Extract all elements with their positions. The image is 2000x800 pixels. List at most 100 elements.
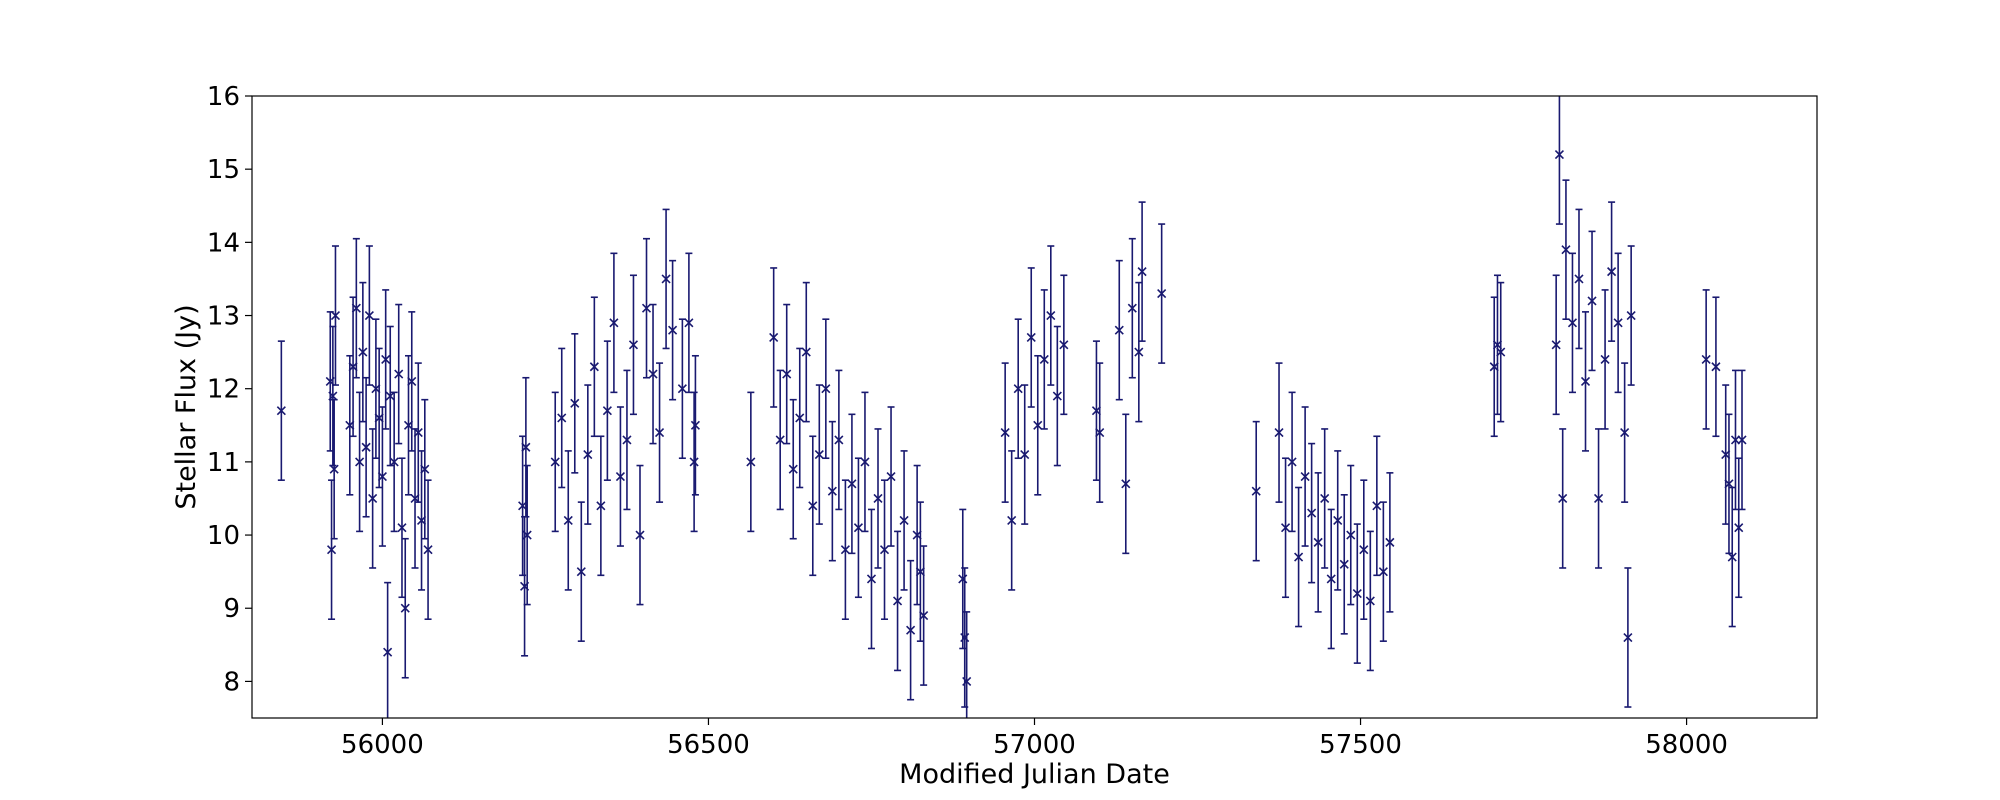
x-marker xyxy=(1574,274,1584,284)
data-point xyxy=(1039,289,1049,430)
data-point xyxy=(654,362,665,503)
x-marker xyxy=(1052,391,1062,401)
x-marker xyxy=(1385,537,1395,547)
x-marker xyxy=(1000,428,1010,438)
data-point xyxy=(394,303,404,445)
x-marker xyxy=(1372,501,1382,511)
x-marker xyxy=(1554,149,1564,160)
data-point xyxy=(1137,201,1147,342)
data-point xyxy=(563,450,573,591)
data-point xyxy=(1287,391,1297,533)
x-marker xyxy=(1137,267,1147,277)
data-point xyxy=(1372,435,1382,577)
data-point xyxy=(1600,289,1610,430)
data-point xyxy=(1737,369,1747,511)
data-point xyxy=(416,450,427,591)
x-marker xyxy=(689,457,699,467)
data-point xyxy=(782,303,792,445)
data-point xyxy=(1333,450,1343,591)
data-point xyxy=(1580,311,1591,452)
x-marker xyxy=(1600,354,1610,365)
x-marker xyxy=(383,647,393,657)
data-point xyxy=(892,530,903,672)
x-marker xyxy=(1339,559,1349,569)
data-point xyxy=(522,464,532,606)
data-point xyxy=(899,450,909,591)
data-point xyxy=(1567,252,1578,394)
x-marker xyxy=(782,369,792,379)
x-marker xyxy=(1724,479,1734,489)
x-marker xyxy=(521,442,531,452)
x-marker xyxy=(1280,523,1291,533)
data-point xyxy=(635,464,645,606)
x-marker xyxy=(1701,354,1711,365)
data-point xyxy=(557,347,567,489)
y-tick-label: 10 xyxy=(207,521,240,551)
data-points xyxy=(276,96,1747,718)
x-marker xyxy=(769,332,779,343)
x-marker xyxy=(355,457,365,467)
data-point xyxy=(570,333,580,474)
x-marker xyxy=(1026,332,1036,343)
data-point xyxy=(1026,267,1036,408)
data-point xyxy=(329,398,339,540)
data-point xyxy=(1365,530,1375,672)
data-point xyxy=(1046,245,1056,386)
data-point xyxy=(615,406,625,547)
data-point xyxy=(377,406,387,547)
x-marker xyxy=(1059,340,1069,350)
x-marker xyxy=(1613,318,1623,328)
x-marker xyxy=(609,318,619,328)
data-point xyxy=(1033,354,1043,496)
data-point xyxy=(1593,428,1604,569)
data-point xyxy=(550,391,560,533)
x-marker xyxy=(1730,435,1741,445)
x-tick-label: 57000 xyxy=(993,730,1076,760)
data-point xyxy=(1280,457,1291,599)
x-marker xyxy=(400,603,410,613)
x-marker xyxy=(1157,289,1167,299)
x-marker xyxy=(1274,428,1284,438)
x-marker xyxy=(1711,362,1721,372)
data-point xyxy=(1000,362,1010,503)
data-point xyxy=(397,457,407,599)
x-marker xyxy=(557,413,567,423)
data-point xyxy=(1607,201,1617,342)
x-marker xyxy=(583,449,593,460)
x-marker xyxy=(892,596,903,606)
x-marker xyxy=(1346,530,1356,540)
x-marker xyxy=(628,340,639,350)
data-point xyxy=(795,347,805,489)
data-point xyxy=(602,340,612,481)
data-point xyxy=(668,259,678,401)
data-point xyxy=(746,391,756,533)
x-marker xyxy=(328,391,338,401)
data-point xyxy=(364,245,374,386)
x-marker xyxy=(276,406,286,416)
x-marker xyxy=(589,362,599,372)
x-marker xyxy=(550,457,560,467)
data-point xyxy=(326,479,337,621)
x-marker xyxy=(358,347,368,357)
x-marker xyxy=(1623,632,1633,643)
data-point xyxy=(583,384,593,525)
data-point xyxy=(383,581,393,718)
y-tick-label: 13 xyxy=(207,302,240,332)
data-point xyxy=(860,391,870,533)
data-layer xyxy=(276,96,1747,718)
data-point xyxy=(689,391,699,533)
x-marker xyxy=(1593,493,1604,504)
x-marker xyxy=(834,435,844,445)
data-point xyxy=(628,274,639,416)
x-marker xyxy=(330,310,341,321)
x-marker xyxy=(1496,347,1506,357)
data-point xyxy=(420,398,430,540)
data-point xyxy=(1320,428,1330,569)
x-marker xyxy=(1333,515,1343,525)
data-point xyxy=(1551,274,1561,416)
x-marker xyxy=(1121,479,1131,489)
data-point xyxy=(1385,472,1395,613)
x-marker xyxy=(1287,457,1297,467)
data-point xyxy=(1554,96,1564,225)
